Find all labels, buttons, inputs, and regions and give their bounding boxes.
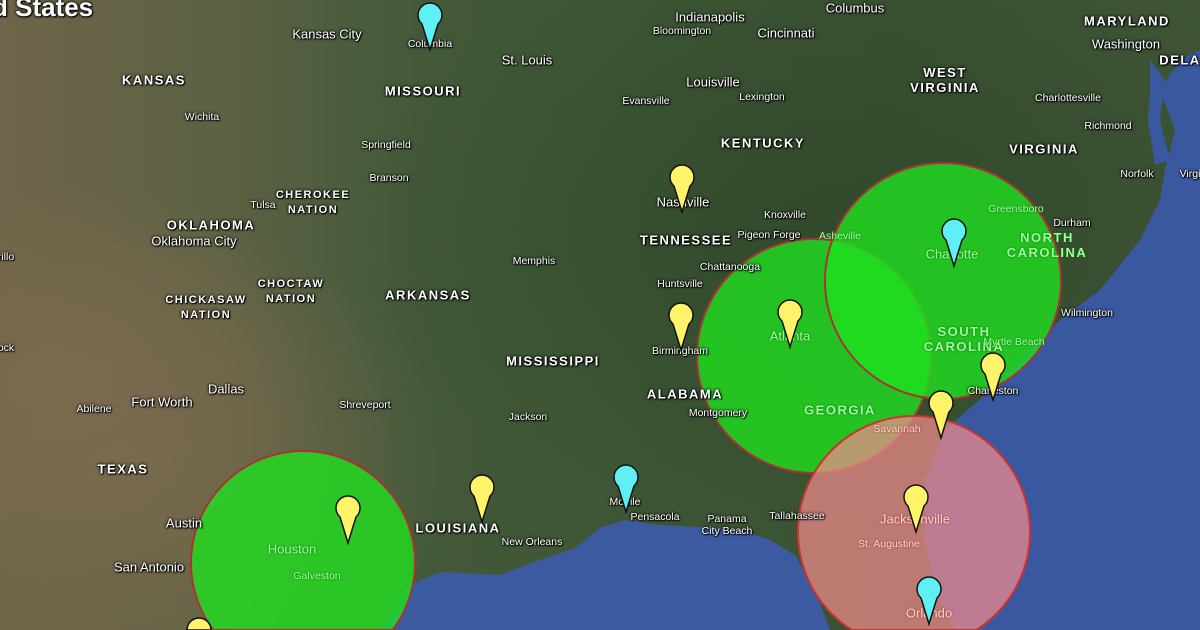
- city-label-memphis: Memphis: [512, 255, 556, 267]
- state-label-mississippi: MISSISSIPPI: [506, 353, 600, 369]
- state-label-tennessee: TENNESSEE: [639, 232, 733, 248]
- city-label-pensacola: Pensacola: [630, 511, 680, 523]
- city-label-washington: Washington: [1091, 36, 1161, 52]
- map-marker-yellow-nashville[interactable]: [669, 164, 695, 215]
- map-marker-yellow-savannah[interactable]: [928, 390, 954, 441]
- city-label-houston: Houston: [267, 541, 317, 557]
- city-label-chattanooga: Chattanooga: [699, 261, 761, 273]
- map-marker-yellow-atlanta[interactable]: [777, 299, 803, 350]
- city-label-oklahoma-city: Oklahoma City: [151, 233, 237, 249]
- region-label-choctaw-nation: CHOCTAW NATION: [257, 278, 325, 305]
- map-marker-cyan-orlando[interactable]: [916, 576, 942, 627]
- city-label-abilene: Abilene: [76, 403, 112, 415]
- city-label-lexington: Lexington: [739, 91, 785, 103]
- city-label-branson: Branson: [369, 172, 409, 184]
- city-label-fort-worth: Fort Worth: [131, 394, 193, 410]
- city-label-indianapolis: Indianapolis: [675, 9, 745, 25]
- map-marker-yellow-birmingham[interactable]: [668, 302, 694, 353]
- state-label-north-carolina: NORTH CAROLINA: [1006, 230, 1088, 260]
- state-label-alabama: ALABAMA: [646, 386, 724, 402]
- state-label-south-carolina: SOUTH CAROLINA: [923, 324, 1005, 354]
- city-label-greensboro: Greensboro: [988, 203, 1044, 215]
- city-label-jackson: Jackson: [508, 411, 548, 423]
- state-label-oklahoma: OKLAHOMA: [166, 217, 256, 233]
- city-label-myrtle-beach: Myrtle Beach: [983, 336, 1045, 348]
- map-marker-yellow-houston[interactable]: [335, 495, 361, 546]
- gulf-of-mexico: [380, 520, 830, 630]
- city-label-pigeon-forge: Pigeon Forge: [737, 229, 801, 241]
- state-label-virginia: VIRGINIA: [1009, 141, 1079, 157]
- city-label-tulsa: Tulsa: [250, 199, 276, 211]
- city-label-galveston: Galveston: [293, 570, 341, 582]
- map-marker-yellow-corpus-christi[interactable]: [186, 617, 212, 630]
- city-label-wilmington: Wilmington: [1061, 307, 1113, 319]
- state-label-kansas: KANSAS: [122, 72, 186, 88]
- city-label-richmond: Richmond: [1084, 120, 1132, 132]
- state-label-texas: TEXAS: [97, 461, 149, 477]
- state-label-west-virginia: WEST VIRGINIA: [910, 65, 980, 95]
- city-label-panama-city-beach: Panama City Beach: [701, 513, 753, 537]
- map-marker-cyan-columbia[interactable]: [417, 2, 443, 53]
- state-label-missouri: MISSOURI: [384, 83, 462, 99]
- map-marker-yellow-jacksonville[interactable]: [903, 484, 929, 535]
- city-label-montgomery: Montgomery: [688, 407, 748, 419]
- city-label-san-antonio: San Antonio: [113, 559, 185, 575]
- city-label-virginia-beach: Virgi: [1179, 168, 1200, 180]
- country-label: d States: [0, 0, 94, 22]
- city-label-evansville: Evansville: [622, 95, 670, 107]
- city-label-huntsville: Huntsville: [657, 278, 703, 290]
- state-label-delaware: DELA: [1159, 52, 1200, 68]
- map-marker-cyan-charlotte[interactable]: [941, 218, 967, 269]
- city-label-amarillo: rillo: [0, 251, 15, 263]
- map-marker-yellow-louisiana[interactable]: [469, 474, 495, 525]
- city-label-lubbock: ock: [0, 342, 15, 354]
- state-label-maryland: MARYLAND: [1084, 13, 1170, 29]
- city-label-norfolk: Norfolk: [1120, 168, 1154, 180]
- city-label-tallahassee: Tallahassee: [769, 510, 825, 522]
- region-label-cherokee-nation: CHEROKEE NATION: [275, 189, 351, 216]
- state-label-arkansas: ARKANSAS: [385, 287, 471, 303]
- city-label-asheville: Asheville: [818, 230, 862, 242]
- city-label-louisville: Louisville: [686, 74, 740, 90]
- city-label-knoxville: Knoxville: [763, 209, 807, 221]
- region-label-chickasaw-nation: CHICKASAW NATION: [165, 294, 247, 321]
- map-marker-yellow-charleston[interactable]: [980, 352, 1006, 403]
- city-label-columbus: Columbus: [825, 0, 885, 16]
- city-label-austin: Austin: [165, 515, 203, 531]
- city-label-shreveport: Shreveport: [339, 399, 391, 411]
- city-label-savannah: Savannah: [873, 423, 921, 435]
- city-label-cincinnati: Cincinnati: [757, 25, 815, 41]
- coverage-circle-houston[interactable]: [190, 450, 416, 630]
- state-label-georgia: GEORGIA: [804, 402, 876, 418]
- map-marker-cyan-mobile[interactable]: [613, 464, 639, 515]
- city-label-new-orleans: New Orleans: [501, 536, 563, 548]
- city-label-bloomington: Bloomington: [652, 25, 712, 37]
- state-label-louisiana: LOUISIANA: [415, 520, 501, 536]
- city-label-birmingham: Birmingham: [651, 345, 709, 357]
- city-label-charlottesville: Charlottesville: [1035, 92, 1101, 104]
- city-label-durham: Durham: [1053, 217, 1091, 229]
- city-label-wichita: Wichita: [184, 111, 220, 123]
- city-label-dallas: Dallas: [207, 381, 245, 397]
- city-label-st-louis: St. Louis: [501, 52, 553, 68]
- chesapeake-bay: [1148, 60, 1170, 165]
- state-label-kentucky: KENTUCKY: [720, 135, 806, 151]
- city-label-kansas-city: Kansas City: [292, 26, 362, 42]
- city-label-st-augustine: St. Augustine: [858, 538, 920, 550]
- city-label-springfield: Springfield: [361, 139, 411, 151]
